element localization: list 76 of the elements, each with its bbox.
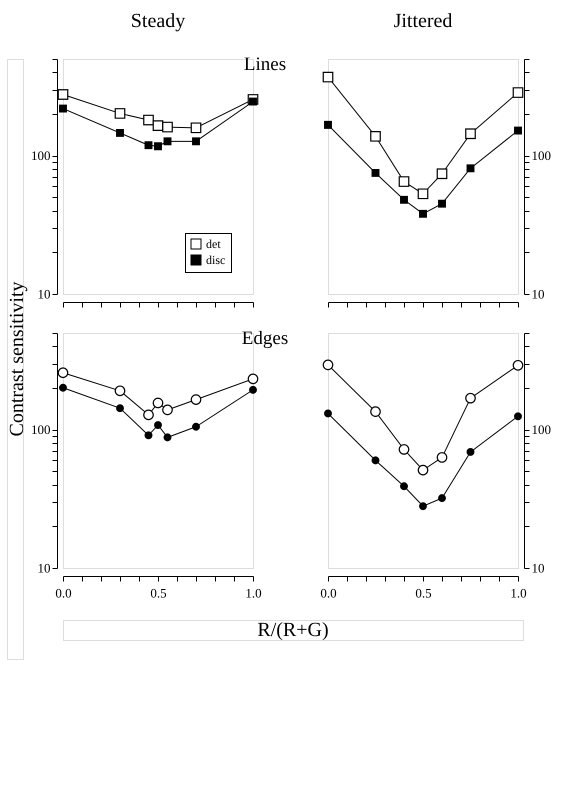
- point: [114, 108, 126, 119]
- point: [116, 128, 124, 137]
- point: [162, 122, 173, 132]
- y-tick-label: 100: [31, 148, 50, 164]
- point: [162, 404, 173, 416]
- point: [164, 433, 172, 442]
- point: [144, 431, 152, 440]
- point: [438, 200, 446, 208]
- point: [164, 137, 172, 146]
- point: [514, 126, 522, 134]
- point: [324, 410, 332, 418]
- x-tick-label: 1.0: [245, 586, 262, 600]
- y-axis-title: Contrast sensitivity: [6, 282, 28, 436]
- point: [324, 120, 332, 129]
- y-tick-label: 10: [38, 560, 50, 576]
- legend-label: det: [206, 237, 222, 251]
- point: [466, 448, 474, 456]
- y-tick-label: 10: [38, 286, 50, 302]
- y-tick-label: 10: [532, 560, 544, 576]
- point: [249, 98, 257, 106]
- point: [419, 502, 427, 510]
- point: [372, 456, 380, 464]
- y-tick-label: 10: [532, 286, 544, 302]
- point: [370, 406, 381, 417]
- point: [514, 412, 522, 420]
- point: [370, 130, 381, 142]
- point: [436, 168, 448, 180]
- point: [466, 164, 474, 172]
- point: [114, 385, 126, 396]
- legend-label: disc: [206, 253, 226, 267]
- point: [249, 386, 257, 394]
- point: [400, 196, 408, 204]
- point: [154, 421, 162, 430]
- point: [143, 114, 154, 126]
- point: [465, 128, 476, 140]
- point: [322, 72, 334, 82]
- annotation: Lines: [244, 54, 286, 75]
- point: [436, 452, 448, 463]
- point: [190, 122, 202, 134]
- point: [398, 444, 410, 455]
- point: [372, 169, 380, 177]
- x-tick-label: 0.5: [415, 586, 432, 600]
- point: [418, 188, 428, 200]
- point: [59, 384, 67, 392]
- point: [248, 374, 258, 384]
- point: [192, 137, 200, 146]
- point: [322, 360, 334, 370]
- chart-title: Jittered: [394, 10, 452, 32]
- point: [398, 176, 410, 187]
- x-tick-label: 0.0: [320, 586, 337, 600]
- point: [58, 367, 68, 378]
- point: [419, 210, 427, 218]
- point: [116, 404, 124, 412]
- point: [143, 410, 154, 420]
- point: [512, 360, 524, 371]
- y-tick-label: 100: [31, 422, 50, 438]
- point: [400, 482, 408, 490]
- x-axis-title: R/(R+G): [257, 619, 329, 641]
- chart-title: Steady: [130, 10, 186, 32]
- y-tick-label: 100: [532, 148, 551, 164]
- point: [465, 392, 476, 404]
- point: [190, 394, 202, 405]
- point: [152, 120, 164, 131]
- point: [144, 141, 152, 150]
- point: [154, 142, 162, 150]
- point: [438, 494, 446, 502]
- x-tick-label: 1.0: [510, 586, 527, 600]
- point: [59, 104, 67, 113]
- point: [418, 464, 428, 476]
- point: [58, 89, 68, 100]
- point: [192, 422, 200, 431]
- point: [152, 398, 164, 408]
- point: [512, 87, 524, 98]
- y-tick-label: 100: [532, 422, 551, 438]
- annotation: Edges: [242, 328, 288, 349]
- x-tick-label: 0.5: [150, 586, 167, 600]
